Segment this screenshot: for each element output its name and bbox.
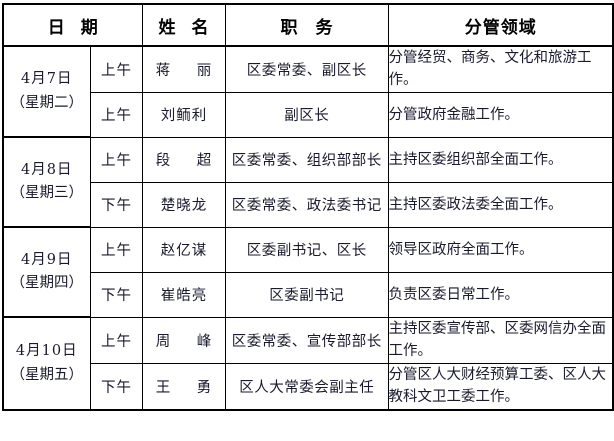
schedule-table: 日 期 姓 名 职 务 分管领域 4月7日 （星期二） 上午 蒋 丽 区委常委、…: [2, 3, 614, 411]
date-day: 4月7日: [21, 70, 73, 87]
half-day-cell: 上午: [89, 45, 143, 93]
half-day-cell: 上午: [89, 136, 143, 183]
half-day-cell: 上午: [89, 91, 143, 138]
field-cell: 分管经贸、商务、文化和旅游工作。: [387, 45, 614, 93]
field-cell: 主持区委组织部全面工作。: [387, 136, 614, 183]
date-day: 4月8日: [21, 161, 73, 178]
field-cell: 主持区委宣传部、区委网信办全面工作。: [387, 316, 614, 364]
column-header-name: 姓 名: [141, 3, 226, 47]
table-row: 下午 崔皓亮 区委副书记 负责区委日常工作。: [3, 271, 614, 318]
date-weekday: （星期四）: [10, 275, 84, 292]
duty-cell: 副区长: [224, 91, 389, 138]
field-cell: 主持区委政法委全面工作。: [387, 181, 614, 228]
name-cell: 刘鲕利: [141, 91, 226, 138]
date-cell: 4月8日 （星期三）: [2, 136, 91, 229]
date-cell: 4月9日 （星期四）: [2, 226, 91, 319]
name-cell: 赵亿谋: [141, 226, 226, 273]
date-weekday: （星期五）: [10, 366, 84, 383]
date-cell: 4月10日 （星期五）: [2, 316, 91, 411]
table-row: 4月9日 （星期四） 上午 赵亿谋 区委副书记、区长 领导区政府全面工作。: [2, 226, 614, 319]
name-cell: 王 勇: [141, 362, 226, 411]
duty-cell: 区委常委、副区长: [224, 45, 389, 93]
table-row: 4月10日 （星期五） 上午 周 峰 区委常委、宣传部部长 主持区委宣传部、区委…: [2, 316, 614, 411]
table-row: 下午 王 勇 区人大常委会副主任 分管区人大财经预算工委、区人大教科文卫工委工作…: [3, 362, 614, 411]
date-day: 4月10日: [15, 342, 78, 359]
date-weekday: （星期二）: [10, 94, 84, 111]
column-header-duty: 职 务: [224, 3, 389, 47]
name-cell: 周 峰: [141, 316, 226, 364]
duty-cell: 区委副书记、区长: [224, 226, 389, 273]
table-row: 4月8日 （星期三） 上午 段 超 区委常委、组织部部长 主持区委组织部全面工作…: [2, 136, 614, 229]
column-header-field: 分管领域: [387, 3, 614, 47]
date-weekday: （星期三）: [10, 185, 84, 202]
duty-cell: 区人大常委会副主任: [224, 362, 389, 411]
name-cell: 段 超: [141, 136, 226, 183]
duty-cell: 区委常委、宣传部部长: [224, 316, 389, 364]
field-cell: 分管区人大财经预算工委、区人大教科文卫工委工作。: [387, 362, 614, 411]
half-day-cell: 下午: [89, 362, 143, 411]
name-cell: 崔皓亮: [141, 271, 226, 318]
half-day-cell: 上午: [89, 316, 143, 364]
column-header-date: 日 期: [2, 3, 143, 47]
field-cell: 分管政府金融工作。: [387, 91, 614, 138]
half-day-cell: 上午: [89, 226, 143, 273]
field-cell: 负责区委日常工作。: [387, 271, 614, 318]
table-row: 4月7日 （星期二） 上午 蒋 丽 区委常委、副区长 分管经贸、商务、文化和旅游…: [2, 44, 614, 139]
name-cell: 楚晓龙: [141, 181, 226, 228]
table-header: 日 期 姓 名 职 务 分管领域: [2, 3, 614, 47]
table-body: 4月7日 （星期二） 上午 蒋 丽 区委常委、副区长 分管经贸、商务、文化和旅游…: [2, 44, 614, 411]
date-day: 4月9日: [21, 251, 73, 268]
date-cell: 4月7日 （星期二）: [2, 44, 91, 139]
duty-cell: 区委常委、组织部部长: [224, 136, 389, 183]
duty-cell: 区委副书记: [224, 271, 389, 318]
half-day-cell: 下午: [89, 271, 143, 318]
name-cell: 蒋 丽: [141, 45, 226, 93]
half-day-cell: 下午: [89, 181, 143, 228]
table-row: 上午 刘鲕利 副区长 分管政府金融工作。: [3, 91, 614, 138]
duty-cell: 区委常委、政法委书记: [224, 181, 389, 228]
field-cell: 领导区政府全面工作。: [387, 226, 614, 273]
table-row: 下午 楚晓龙 区委常委、政法委书记 主持区委政法委全面工作。: [3, 181, 614, 228]
header-row: 日 期 姓 名 职 务 分管领域: [2, 3, 614, 47]
